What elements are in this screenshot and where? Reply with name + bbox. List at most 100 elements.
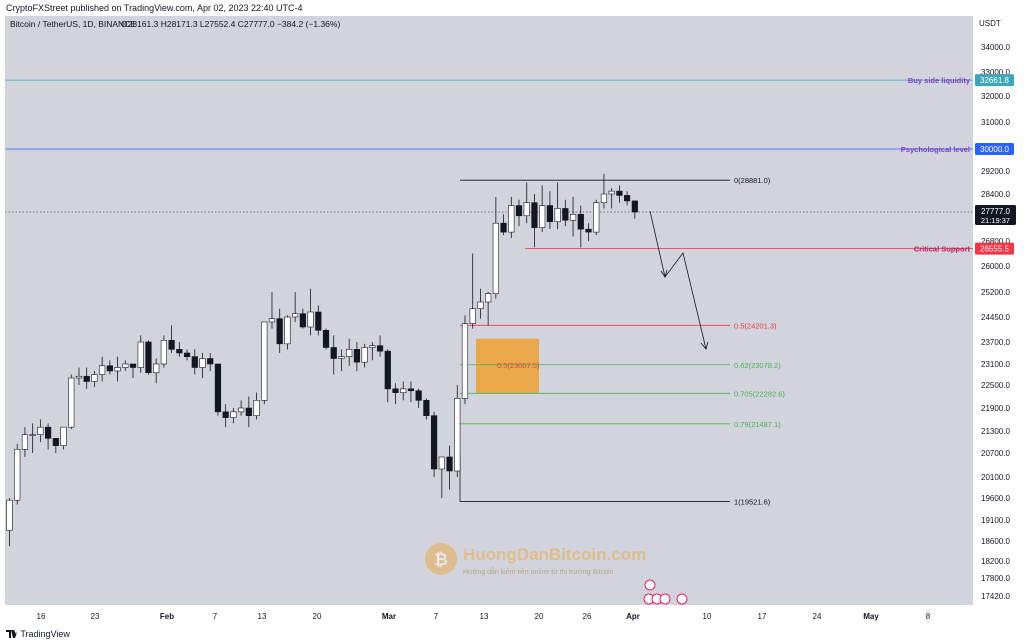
candle-body [214,363,222,413]
us-flag-icon[interactable] [659,593,671,605]
candle-body [299,313,306,328]
candle-body [261,321,268,401]
price-tick-label: 33000.0 [981,68,1010,77]
chart-plot-area[interactable] [5,16,973,605]
time-tick-label: 20 [535,612,544,621]
candle-body [145,341,152,374]
candle-body [361,347,368,363]
event-icons[interactable] [643,579,688,605]
candle-body [207,358,214,365]
time-tick-label: Feb [160,612,174,621]
price-tick-label: 22500.0 [981,381,1010,390]
flash-event-icon[interactable] [644,579,656,591]
candle-body [199,358,206,368]
candle-body [384,350,391,390]
candle-body [238,407,245,413]
time-tick-label: 23 [91,612,100,621]
tradingview-brand[interactable]: TradingView [6,629,70,639]
candle-body [253,400,260,416]
candle-body [508,205,515,233]
ohlc-line: O28161.3 H28171.3 L27552.4 C27777.0 −384… [121,19,340,29]
bitcoin-icon [425,543,457,575]
candle-body [546,205,553,223]
candle-body [176,349,183,354]
watermark-title: HuongDanBitcoin.com [463,545,646,564]
level-price-tag [975,242,1014,255]
time-tick-label: 26 [583,612,592,621]
candle-body [14,449,21,501]
candle-body [593,202,600,233]
candle-body [83,375,90,382]
fib-label: 0.62(23078.2) [734,361,781,370]
candle-body [423,400,430,416]
candle-body [60,426,67,446]
candle-body [330,347,337,359]
price-tick-label: 20100.0 [981,473,1010,482]
candle-body [315,311,322,331]
candle-body [430,415,438,470]
candle-body [407,388,415,392]
candle-body [515,205,523,217]
price-tick-label: 19100.0 [981,516,1010,525]
candle-body [400,388,407,393]
price-tick-label: 34000.0 [981,43,1010,52]
candle-body [577,213,584,230]
candle-body [477,301,484,309]
fib-label: 0(28881.0) [734,176,771,185]
price-tick-label: 23700.0 [981,338,1010,347]
price-tick-label: 21300.0 [981,427,1010,436]
fib-label: 1(19521.6) [734,497,771,506]
candle-body [376,345,384,352]
candle-body [276,318,283,345]
candle-body [245,407,252,416]
time-tick-label: 16 [37,612,46,621]
candle-body [230,411,237,418]
fib-label: 0.5(24201.3) [734,321,777,330]
fib-label: 0.79(21487.1) [734,420,781,429]
candle-body [183,352,191,357]
candle-body [322,330,330,348]
level-price-tag [975,74,1014,87]
candle-body [37,426,44,435]
candle-body [222,411,229,418]
forecast-arrows [649,210,709,350]
candle-body [492,222,499,294]
tradingview-logo-icon [6,630,18,638]
candle-body [44,426,52,439]
us-flag-icon[interactable] [676,593,688,605]
candle-body [446,456,453,472]
candle-body [292,313,299,318]
price-tick-label: 18200.0 [981,557,1010,566]
candle-body [137,341,144,368]
candle-body [554,208,561,223]
bar-countdown: 21:19:37 [981,216,1010,225]
time-tick-label: 8 [926,612,931,621]
candle-body [91,374,98,382]
candle-body [461,323,469,399]
price-tick-label: 19600.0 [981,494,1010,503]
candle-body [160,340,168,365]
fib-label: 0.5(23067.5) [497,361,540,370]
time-tick-label: 7 [434,612,439,621]
candle-body [191,356,198,368]
price-tick-label: 26000.0 [981,262,1010,271]
candle-body [585,228,592,233]
candle-body [608,190,615,195]
price-tick-label: 29200.0 [981,167,1010,176]
candle-body [99,365,106,375]
order-block-zone [476,338,539,394]
candle-body [75,375,83,379]
candle-body [454,398,461,472]
level-price-tag-label: 26555.5 [980,245,1009,254]
price-axis[interactable] [973,16,1024,605]
candle-body [469,308,476,324]
time-axis[interactable] [5,605,973,625]
candle-body [485,293,492,303]
publisher-line: CryptoFXStreet published on TradingView.… [6,3,303,13]
publisher-header: CryptoFXStreet published on TradingView.… [0,0,1024,16]
candle-body [523,202,530,217]
price-tick-label: 18600.0 [981,537,1010,546]
level-name: Psychological level [901,145,970,154]
price-tick-label: 32000.0 [981,92,1010,101]
candle-body [353,349,361,363]
